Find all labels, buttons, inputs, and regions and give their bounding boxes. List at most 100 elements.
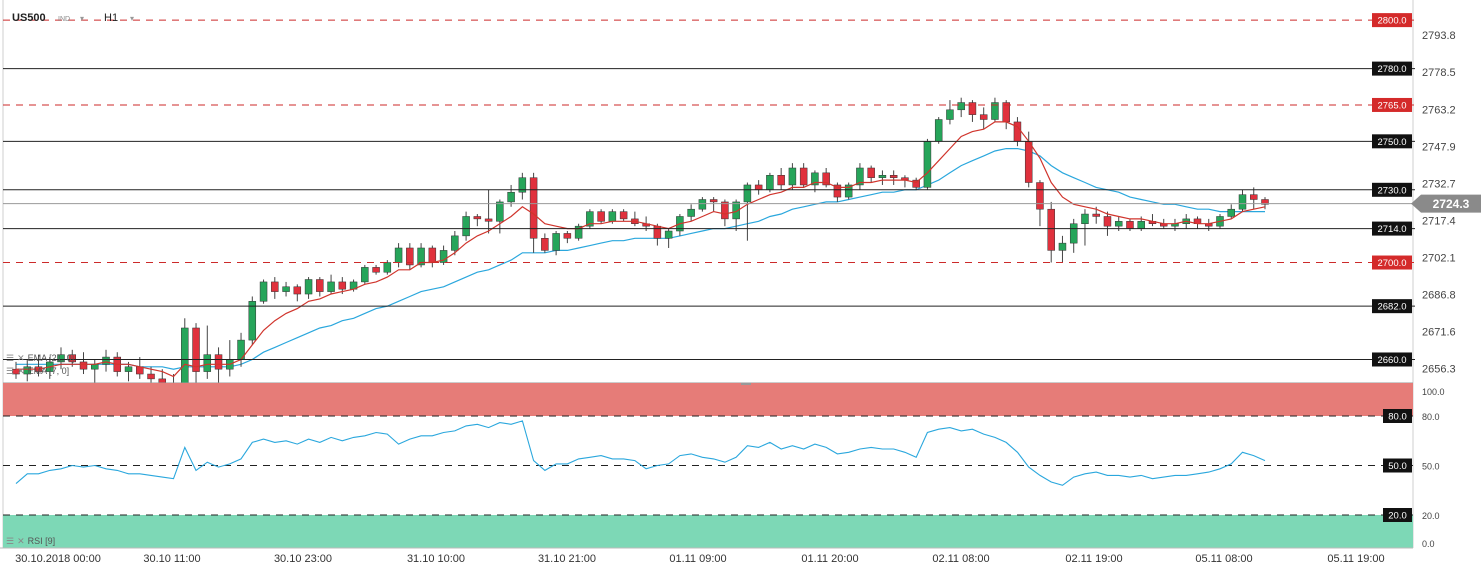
overbought-zone	[3, 383, 1413, 416]
rsi-level-tag-label: 20.0	[1388, 511, 1407, 522]
candle-body	[484, 218, 493, 222]
price-axis-tick: 2747.9	[1422, 141, 1456, 153]
level-tag	[1372, 255, 1412, 270]
rsi-level-tag	[1383, 508, 1412, 522]
ema-7-label: EMA [7, 0]	[27, 366, 70, 376]
current-price-value: 2724.3	[1433, 197, 1470, 211]
candle-body	[1261, 199, 1269, 205]
level-tag	[1372, 97, 1412, 112]
candle-body	[799, 167, 808, 186]
candle-body	[327, 281, 335, 292]
rsi-level-tag-label: 50.0	[1388, 461, 1407, 472]
candle-body	[1013, 121, 1022, 142]
level-tag	[1372, 352, 1412, 367]
candle-body	[1137, 221, 1145, 229]
candle-body	[833, 184, 842, 198]
candle-body	[957, 102, 965, 111]
instrument-type-label: IND	[58, 16, 71, 23]
candle-body	[619, 211, 628, 220]
candle-body	[68, 354, 76, 363]
candle-body	[102, 356, 110, 365]
candle-body	[428, 247, 437, 263]
current-price-tag-bg	[1411, 194, 1481, 213]
candle-body	[1047, 208, 1055, 251]
x-axis-tick: 30.10 11:00	[143, 553, 200, 565]
level-tag-label: 2750.0	[1377, 137, 1406, 148]
timeframe-dropdown-icon[interactable]: ▾	[130, 14, 135, 23]
price-axis-tick: 2671.6	[1422, 326, 1456, 338]
current-price-tag: 2724.3	[1411, 194, 1481, 213]
pane-resize-handle	[741, 383, 751, 385]
candle-body	[518, 177, 527, 193]
rsi-axis-tick: 50.0	[1422, 462, 1440, 472]
candle-body	[192, 327, 200, 372]
close-icon[interactable]: ✕	[17, 353, 25, 363]
candle-body	[1126, 221, 1134, 229]
price-axis-tick: 2732.7	[1422, 178, 1456, 190]
candle-body	[541, 238, 549, 251]
candle-body	[23, 366, 31, 375]
close-icon[interactable]: ✕	[17, 536, 25, 546]
candle-body	[282, 286, 290, 292]
candle-body	[473, 216, 482, 220]
candle-body	[91, 364, 99, 370]
candle-body	[1114, 221, 1123, 227]
list-icon[interactable]: ☰	[6, 536, 15, 546]
candle-body	[878, 175, 887, 178]
indicator-rsi[interactable]: ☰ ✕ RSI [9]	[6, 536, 55, 547]
candle-body	[304, 279, 313, 295]
candle-body	[709, 199, 718, 203]
candle-body	[889, 175, 898, 178]
candle-body	[79, 361, 88, 370]
candle-body	[1250, 194, 1258, 200]
x-axis-tick: 01.11 20:00	[801, 553, 858, 565]
candle-body	[552, 233, 560, 251]
candle-body	[181, 327, 189, 383]
level-tag	[1372, 221, 1412, 236]
candle-body	[361, 267, 369, 283]
candle-body	[372, 267, 380, 273]
candle-body	[293, 286, 302, 295]
price-axis-tick: 2702.1	[1422, 252, 1456, 264]
timeframe-label[interactable]: H1	[104, 12, 119, 24]
candle-body	[147, 373, 155, 380]
candle-body	[451, 235, 459, 251]
ema-7-line	[16, 121, 1266, 378]
rsi-level-tag-label: 80.0	[1388, 412, 1407, 423]
candle-body	[1092, 213, 1100, 217]
level-tag	[1372, 61, 1412, 76]
symbol-dropdown-icon[interactable]: ▾	[80, 14, 85, 23]
price-axis-tick: 2717.4	[1422, 215, 1456, 227]
candle-body	[203, 354, 212, 372]
x-axis-tick: 05.11 08:00	[1195, 553, 1252, 565]
candle-body	[934, 119, 943, 142]
x-axis-tick: 30.10 23:00	[274, 553, 332, 565]
level-tag-label: 2682.0	[1377, 302, 1406, 313]
candle-body	[439, 250, 448, 263]
candle-body	[316, 279, 324, 292]
x-axis-tick: 31.10 10:00	[407, 553, 465, 565]
price-pane	[12, 97, 1269, 383]
candle-body	[979, 114, 988, 120]
list-icon[interactable]: ☰	[6, 366, 15, 376]
candle-body	[912, 179, 920, 188]
candle-body	[586, 211, 594, 227]
rsi-line	[15, 420, 1266, 486]
indicator-ema-7[interactable]: ☰ ✕ EMA [7, 0]	[6, 366, 69, 377]
list-icon[interactable]: ☰	[6, 353, 15, 363]
level-tag-label: 2800.0	[1377, 16, 1406, 27]
candle-body	[946, 109, 954, 120]
level-tag	[1372, 182, 1412, 197]
oversold-zone	[3, 515, 1413, 548]
candle-body	[496, 201, 504, 222]
indicator-ema-21[interactable]: ☰ ✕ EMA [21, 0]	[6, 353, 74, 364]
close-icon[interactable]: ✕	[17, 366, 25, 376]
candle-body	[1103, 216, 1112, 227]
symbol-label[interactable]: US500	[12, 12, 46, 24]
candle-body	[777, 175, 785, 186]
price-axis-tick: 2778.5	[1422, 67, 1456, 79]
candle-body	[698, 199, 707, 210]
rsi-label: RSI [9]	[27, 536, 56, 546]
